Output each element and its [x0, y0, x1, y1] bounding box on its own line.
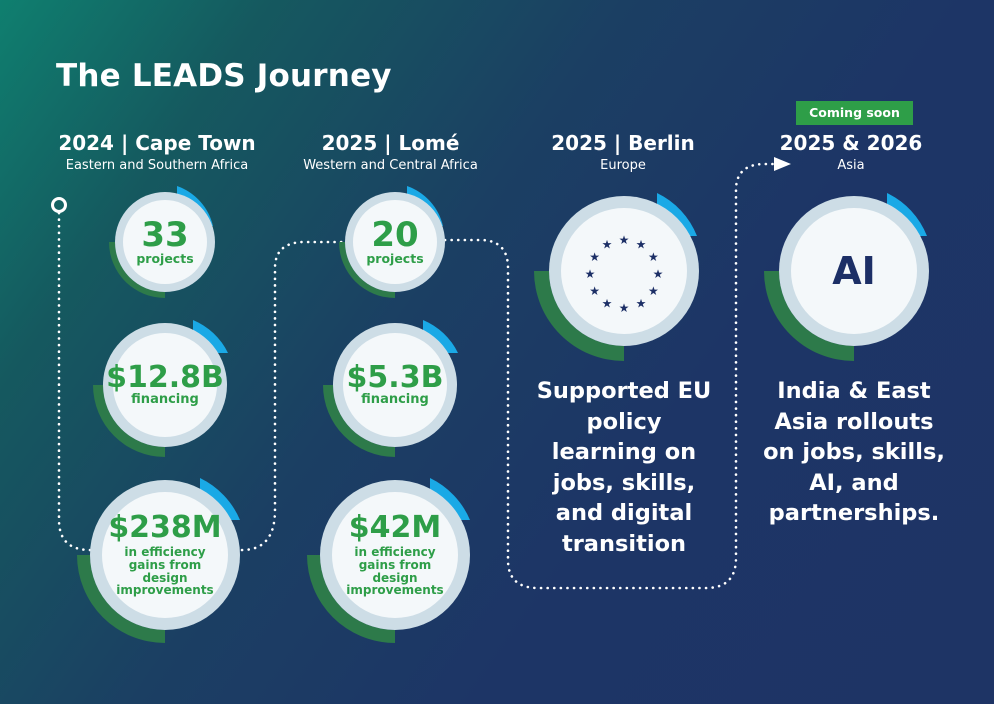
- stat-value: $42M: [348, 509, 442, 545]
- stat-label: in efficiency gains from design improvem…: [116, 544, 214, 598]
- asia-ai-node: AI: [764, 193, 929, 361]
- arrow-right-icon: [774, 157, 791, 171]
- column-region: Western and Central Africa: [303, 158, 478, 173]
- stat-ring: [77, 478, 240, 643]
- column-year: 2025 | Berlin: [551, 131, 695, 155]
- svg-text:★: ★: [636, 296, 647, 310]
- svg-text:★: ★: [589, 250, 600, 264]
- stat-node-cape-town-financing: $12.8B financing: [93, 320, 228, 457]
- stat-value: 33: [141, 215, 189, 256]
- svg-text:★: ★: [589, 284, 600, 298]
- svg-text:★: ★: [648, 284, 659, 298]
- berlin-description: Supported EU policy learning on jobs, sk…: [536, 378, 712, 557]
- svg-text:★: ★: [619, 233, 630, 247]
- stat-ring: [93, 320, 228, 457]
- stat-node-cape-town-projects: 33 projects: [109, 186, 215, 298]
- stat-ring: ★ ★ ★ ★ ★ ★ ★ ★ ★ ★ ★ ★: [534, 193, 699, 361]
- stat-value: $238M: [108, 509, 222, 545]
- stat-label: financing: [131, 391, 199, 407]
- svg-text:★: ★: [585, 267, 596, 281]
- berlin-eu-node: ★ ★ ★ ★ ★ ★ ★ ★ ★ ★ ★ ★: [534, 193, 699, 361]
- svg-text:★: ★: [619, 301, 630, 315]
- stat-label: financing: [361, 391, 429, 407]
- column-header-asia: 2025 & 2026 Asia: [751, 131, 951, 173]
- stat-value: $5.3B: [346, 359, 444, 395]
- stat-node-lome-projects: 20 projects: [339, 186, 445, 298]
- asia-description: India & East Asia rollouts on jobs, skil…: [763, 378, 945, 526]
- column-header-berlin: 2025 | Berlin Europe: [523, 131, 723, 173]
- stat-label: projects: [136, 251, 194, 267]
- eu-stars-icon: ★ ★ ★ ★ ★ ★ ★ ★ ★ ★ ★ ★: [585, 233, 664, 315]
- column-region: Europe: [600, 158, 646, 173]
- column-region: Asia: [837, 158, 865, 173]
- coming-soon-badge: Coming soon: [796, 101, 913, 125]
- stat-node-lome-financing: $5.3B financing: [323, 320, 458, 457]
- stat-ring: [323, 320, 458, 457]
- stat-label: projects: [366, 251, 424, 267]
- stat-ring: [109, 186, 215, 298]
- svg-text:★: ★: [602, 296, 613, 310]
- stat-ring: [307, 478, 470, 643]
- ai-icon-text: AI: [832, 249, 876, 293]
- column-region: Eastern and Southern Africa: [65, 158, 249, 173]
- svg-text:★: ★: [653, 267, 664, 281]
- start-circle-icon: [51, 197, 67, 213]
- column-header-lome: 2025 | Lomé Western and Central Africa: [283, 131, 498, 173]
- column-year: 2024 | Cape Town: [58, 131, 256, 155]
- page-title: The LEADS Journey: [56, 58, 392, 94]
- path-segment-lome-to-berlin: [443, 162, 776, 590]
- stat-value: 20: [371, 215, 419, 256]
- stat-node-lome-efficiency: $42M in efficiency gains from design imp…: [307, 478, 470, 643]
- svg-text:★: ★: [636, 238, 647, 252]
- column-header-cape-town: 2024 | Cape Town Eastern and Southern Af…: [52, 131, 262, 173]
- stat-label: in efficiency gains from design improvem…: [346, 544, 444, 598]
- svg-text:★: ★: [648, 250, 659, 264]
- stat-ring: [764, 193, 929, 361]
- column-year: 2025 & 2026: [779, 131, 923, 155]
- path-segment-cape-town: [57, 211, 92, 552]
- column-year: 2025 | Lomé: [321, 131, 460, 155]
- stat-node-cape-town-efficiency: $238M in efficiency gains from design im…: [77, 478, 240, 643]
- svg-text:★: ★: [602, 238, 613, 252]
- stat-ring: [339, 186, 445, 298]
- stat-value: $12.8B: [106, 359, 224, 395]
